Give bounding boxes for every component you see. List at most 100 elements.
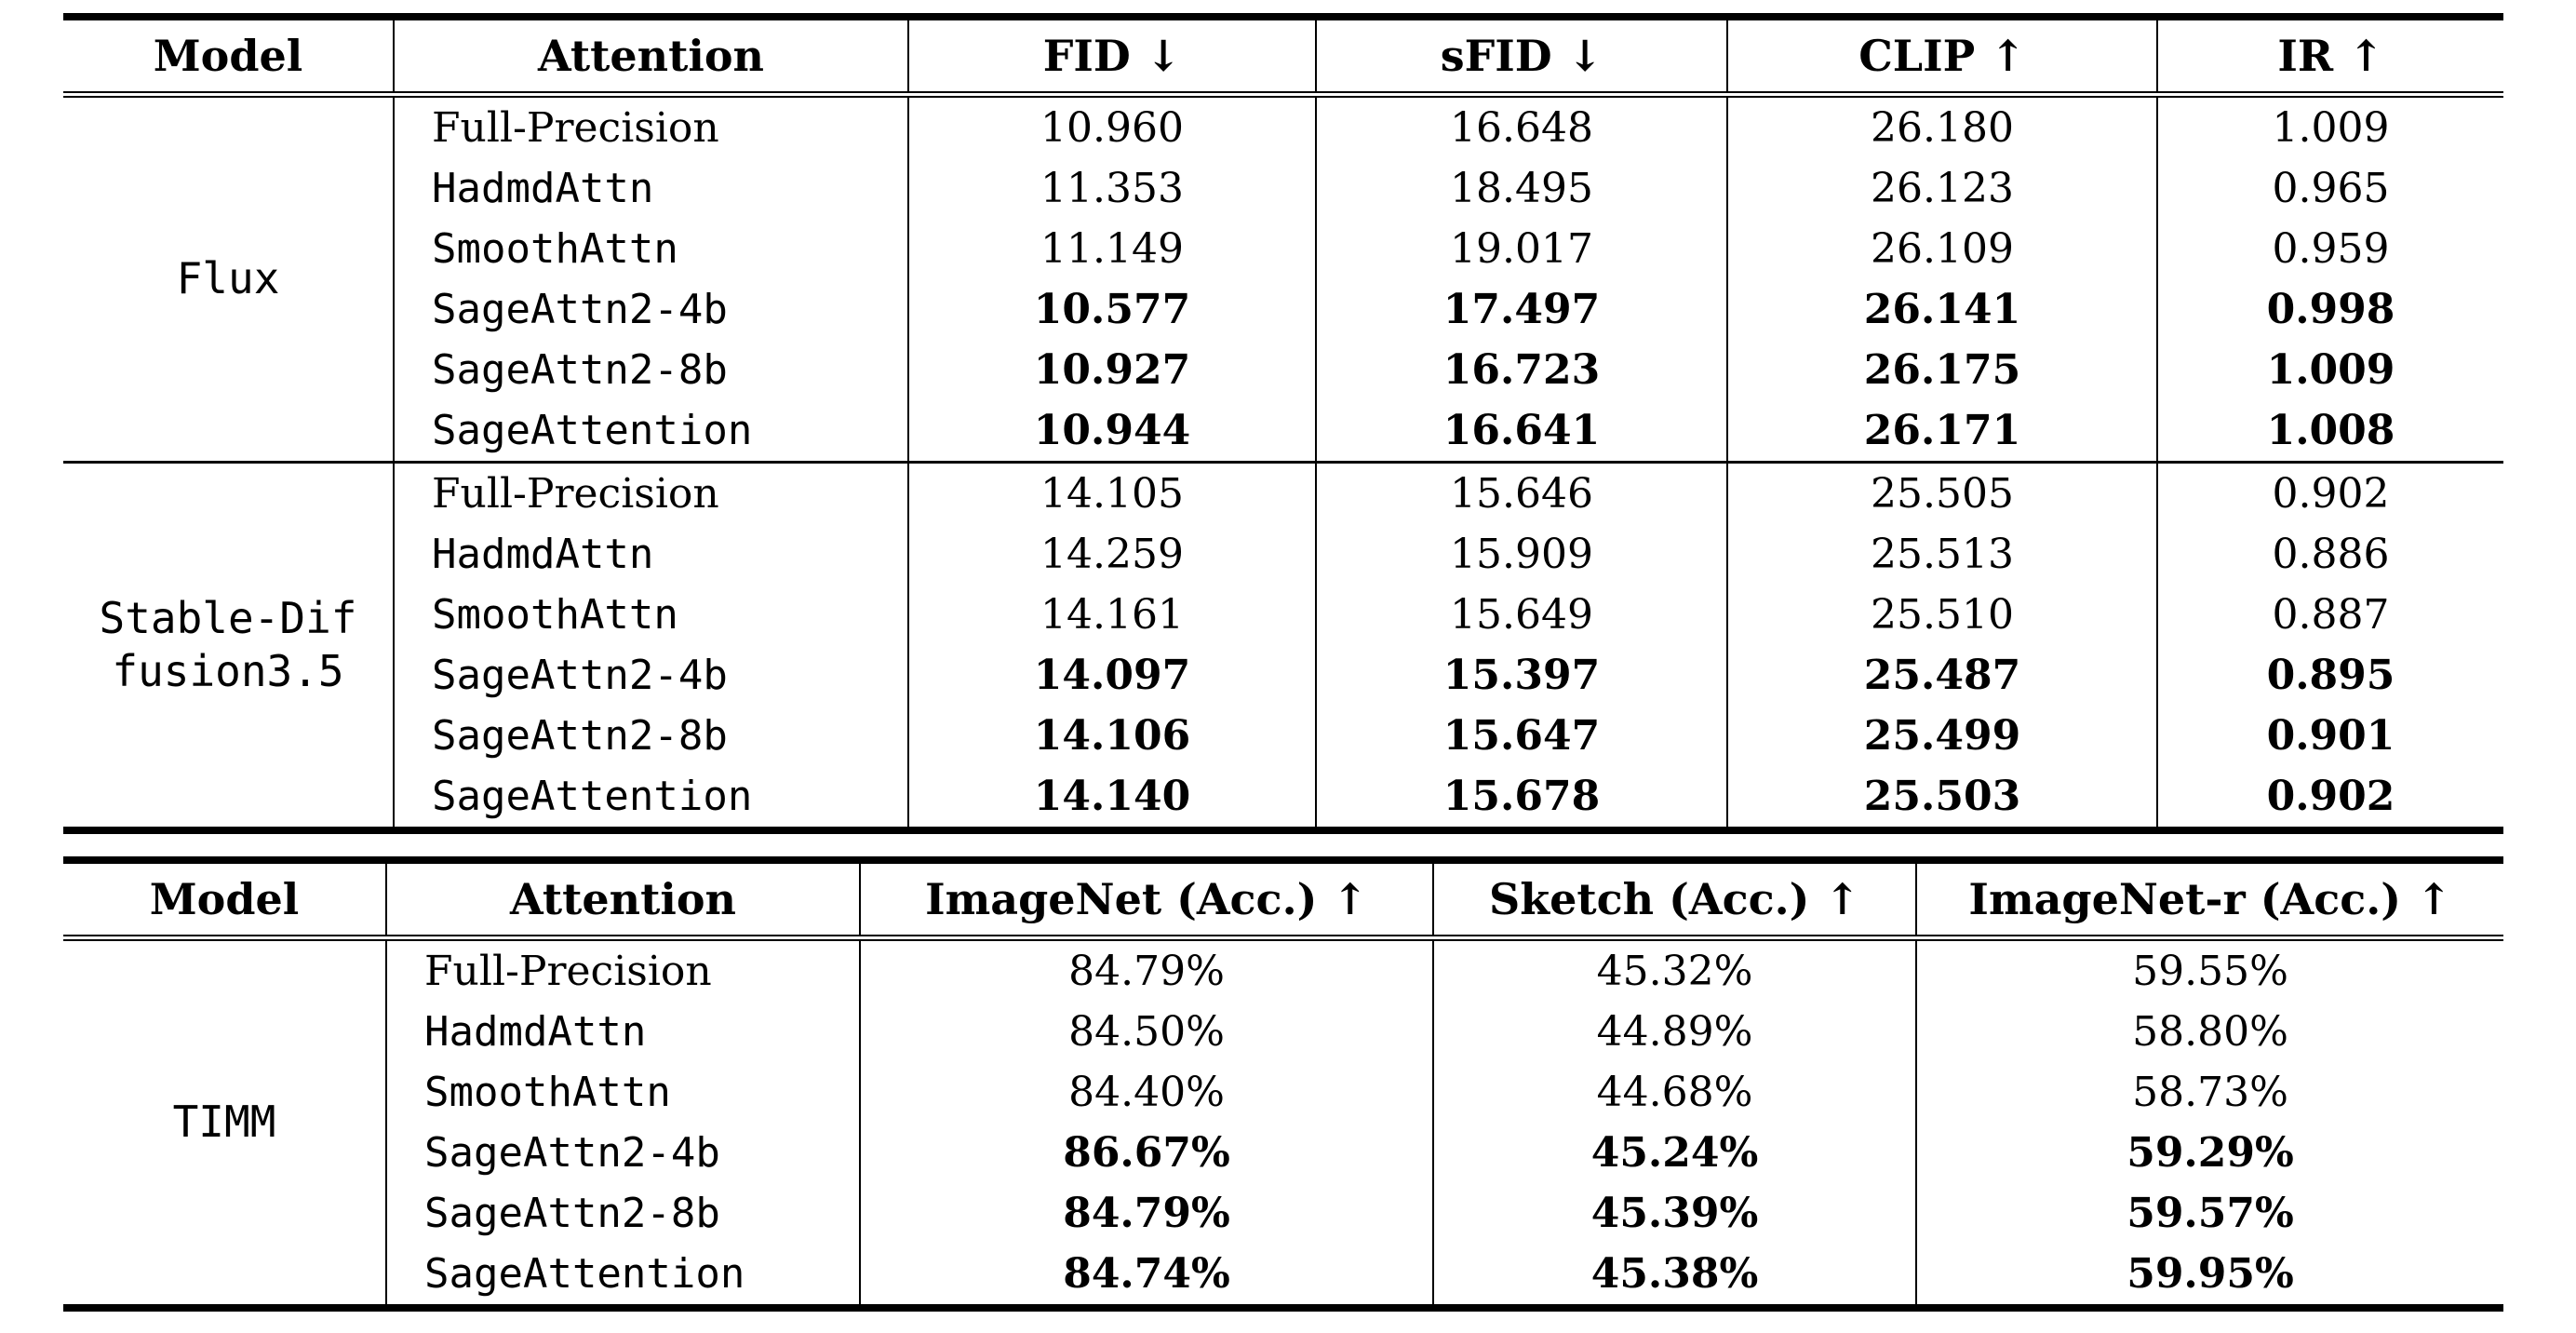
table-row: HadmdAttn 14.259 15.909 25.513 0.886 — [63, 524, 2503, 585]
model-label: Flux — [176, 253, 280, 304]
attention-cell: SageAttention — [385, 1244, 860, 1308]
paper-tables: Model Attention FID ↓ sFID ↓ CLIP ↑ IR ↑… — [63, 13, 2503, 1312]
clip-value: 25.513 — [1726, 524, 2157, 585]
table-row: HadmdAttn 11.353 18.495 26.123 0.965 — [63, 158, 2503, 219]
attention-cell: SmoothAttn — [393, 585, 908, 645]
attention-cell: SmoothAttn — [393, 219, 908, 279]
ir-value: 1.008 — [2156, 400, 2503, 463]
sfid-value: 17.497 — [1315, 279, 1727, 340]
ir-value: 0.965 — [2156, 158, 2503, 219]
fid-value: 14.140 — [907, 766, 1316, 830]
imagenet-value: 84.74% — [859, 1244, 1433, 1308]
clip-value: 26.123 — [1726, 158, 2157, 219]
table-row: SageAttn2-8b 10.927 16.723 26.175 1.009 — [63, 340, 2503, 400]
attention-cell: Full-Precision — [393, 94, 908, 158]
fid-value: 10.944 — [907, 400, 1316, 463]
header-sfid: sFID ↓ — [1315, 17, 1727, 98]
ir-value: 0.959 — [2156, 219, 2503, 279]
fid-value: 11.149 — [907, 219, 1316, 279]
imagenet-value: 86.67% — [859, 1123, 1433, 1183]
attention-cell: SageAttn2-4b — [393, 645, 908, 706]
imagenet-r-value: 58.73% — [1915, 1062, 2503, 1123]
clip-value: 25.510 — [1726, 585, 2157, 645]
sfid-value: 15.397 — [1315, 645, 1727, 706]
fid-value: 10.927 — [907, 340, 1316, 400]
fid-value: 14.106 — [907, 706, 1316, 766]
attention-cell: Full-Precision — [393, 461, 908, 524]
table-row: Flux Full-Precision 10.960 16.648 26.180… — [63, 94, 2503, 303]
model-cell-stable-diffusion: Stable-Dif fusion3.5 — [63, 461, 394, 830]
sfid-value: 15.678 — [1315, 766, 1727, 830]
header-clip: CLIP ↑ — [1726, 17, 2157, 98]
fid-value: 11.353 — [907, 158, 1316, 219]
fid-value: 14.097 — [907, 645, 1316, 706]
table-row: SageAttn2-4b 10.577 17.497 26.141 0.998 — [63, 279, 2503, 340]
ir-value: 1.009 — [2156, 94, 2503, 158]
imagenet-value: 84.40% — [859, 1062, 1433, 1123]
clip-value: 26.180 — [1726, 94, 2157, 158]
diffusion-header-row: Model Attention FID ↓ sFID ↓ CLIP ↑ IR ↑ — [63, 17, 2503, 98]
header-imagenet: ImageNet (Acc.) ↑ — [859, 860, 1433, 941]
ir-value: 0.887 — [2156, 585, 2503, 645]
sfid-value: 19.017 — [1315, 219, 1727, 279]
table-row: HadmdAttn 84.50% 44.89% 58.80% — [63, 1002, 2503, 1062]
ir-value: 0.895 — [2156, 645, 2503, 706]
sfid-value: 15.647 — [1315, 706, 1727, 766]
table-row: SageAttn2-4b 86.67% 45.24% 59.29% — [63, 1123, 2503, 1183]
model-cell-timm: TIMM — [63, 938, 386, 1309]
imagenet-r-value: 59.57% — [1915, 1183, 2503, 1244]
attention-cell: SageAttn2-4b — [385, 1123, 860, 1183]
table-row: SmoothAttn 14.161 15.649 25.510 0.887 — [63, 585, 2503, 645]
sketch-value: 45.38% — [1432, 1244, 1916, 1308]
attention-cell: HadmdAttn — [385, 1002, 860, 1062]
attention-cell: SageAttention — [393, 400, 908, 463]
sketch-value: 45.39% — [1432, 1183, 1916, 1244]
diffusion-metrics-table: Model Attention FID ↓ sFID ↓ CLIP ↑ IR ↑… — [63, 13, 2503, 834]
header-ir: IR ↑ — [2156, 17, 2503, 98]
model-label-line2: fusion3.5 — [112, 646, 344, 696]
header-attention: Attention — [385, 860, 860, 941]
ir-value: 1.009 — [2156, 340, 2503, 400]
fid-value: 14.105 — [907, 461, 1316, 524]
attention-cell: HadmdAttn — [393, 158, 908, 219]
sfid-value: 16.648 — [1315, 94, 1727, 158]
clip-value: 26.141 — [1726, 279, 2157, 340]
table-row: Stable-Dif fusion3.5 Full-Precision 14.1… — [63, 461, 2503, 830]
clip-value: 26.171 — [1726, 400, 2157, 463]
model-cell-flux: Flux — [63, 95, 394, 463]
classification-header-row: Model Attention ImageNet (Acc.) ↑ Sketch… — [63, 860, 2503, 941]
attention-cell: SageAttn2-4b — [393, 279, 908, 340]
imagenet-r-value: 59.55% — [1915, 937, 2503, 1002]
table-row: SageAttention 14.140 15.678 25.503 0.902 — [63, 766, 2503, 830]
ir-value: 0.902 — [2156, 461, 2503, 524]
sketch-value: 44.89% — [1432, 1002, 1916, 1062]
clip-value: 25.499 — [1726, 706, 2157, 766]
sfid-value: 16.723 — [1315, 340, 1727, 400]
imagenet-value: 84.50% — [859, 1002, 1433, 1062]
clip-value: 25.505 — [1726, 461, 2157, 524]
attention-cell: SageAttention — [393, 766, 908, 830]
sfid-value: 15.649 — [1315, 585, 1727, 645]
sketch-value: 44.68% — [1432, 1062, 1916, 1123]
fid-value: 14.259 — [907, 524, 1316, 585]
imagenet-value: 84.79% — [859, 1183, 1433, 1244]
attention-cell: SageAttn2-8b — [393, 706, 908, 766]
imagenet-r-value: 59.95% — [1915, 1244, 2503, 1308]
table-row: SageAttn2-8b 84.79% 45.39% 59.57% — [63, 1183, 2503, 1244]
fid-value: 10.577 — [907, 279, 1316, 340]
attention-cell: Full-Precision — [385, 937, 860, 1002]
fid-value: 14.161 — [907, 585, 1316, 645]
sketch-value: 45.24% — [1432, 1123, 1916, 1183]
fid-value: 10.960 — [907, 94, 1316, 158]
table-row: SmoothAttn 11.149 19.017 26.109 0.959 — [63, 219, 2503, 279]
model-label-line1: Stable-Dif — [99, 592, 357, 643]
classification-accuracy-table: Model Attention ImageNet (Acc.) ↑ Sketch… — [63, 856, 2503, 1312]
sketch-value: 45.32% — [1432, 937, 1916, 1002]
imagenet-r-value: 58.80% — [1915, 1002, 2503, 1062]
attention-cell: HadmdAttn — [393, 524, 908, 585]
sfid-value: 15.909 — [1315, 524, 1727, 585]
table-row: SmoothAttn 84.40% 44.68% 58.73% — [63, 1062, 2503, 1123]
table-row: SageAttn2-8b 14.106 15.647 25.499 0.901 — [63, 706, 2503, 766]
ir-value: 0.901 — [2156, 706, 2503, 766]
table-row: SageAttention 84.74% 45.38% 59.95% — [63, 1244, 2503, 1308]
